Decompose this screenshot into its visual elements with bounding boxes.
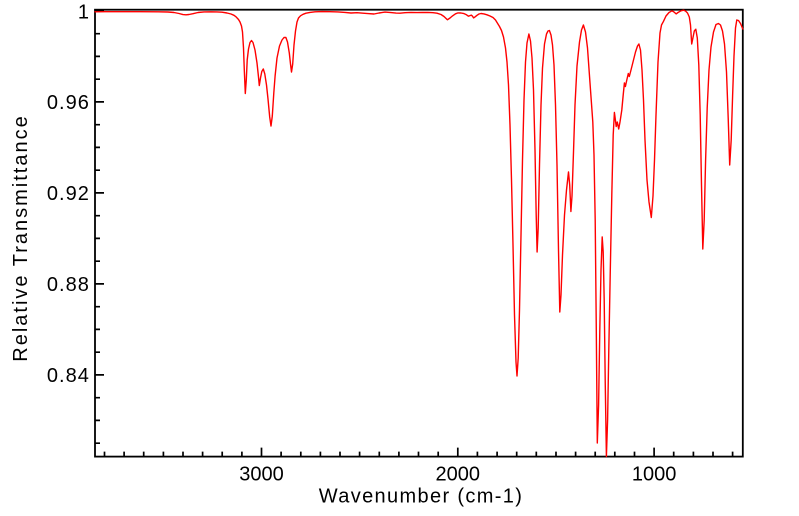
svg-text:2000: 2000 [436,464,481,486]
svg-text:0.96: 0.96 [47,92,90,114]
svg-text:0.92: 0.92 [47,183,90,205]
svg-text:1000: 1000 [632,464,677,486]
svg-text:3000: 3000 [239,464,284,486]
svg-text:1: 1 [78,1,90,23]
svg-text:0.88: 0.88 [47,274,90,296]
svg-text:Wavenumber (cm-1): Wavenumber (cm-1) [319,486,523,508]
svg-text:Relative Transmittance: Relative Transmittance [10,114,32,361]
svg-text:0.84: 0.84 [47,365,90,387]
